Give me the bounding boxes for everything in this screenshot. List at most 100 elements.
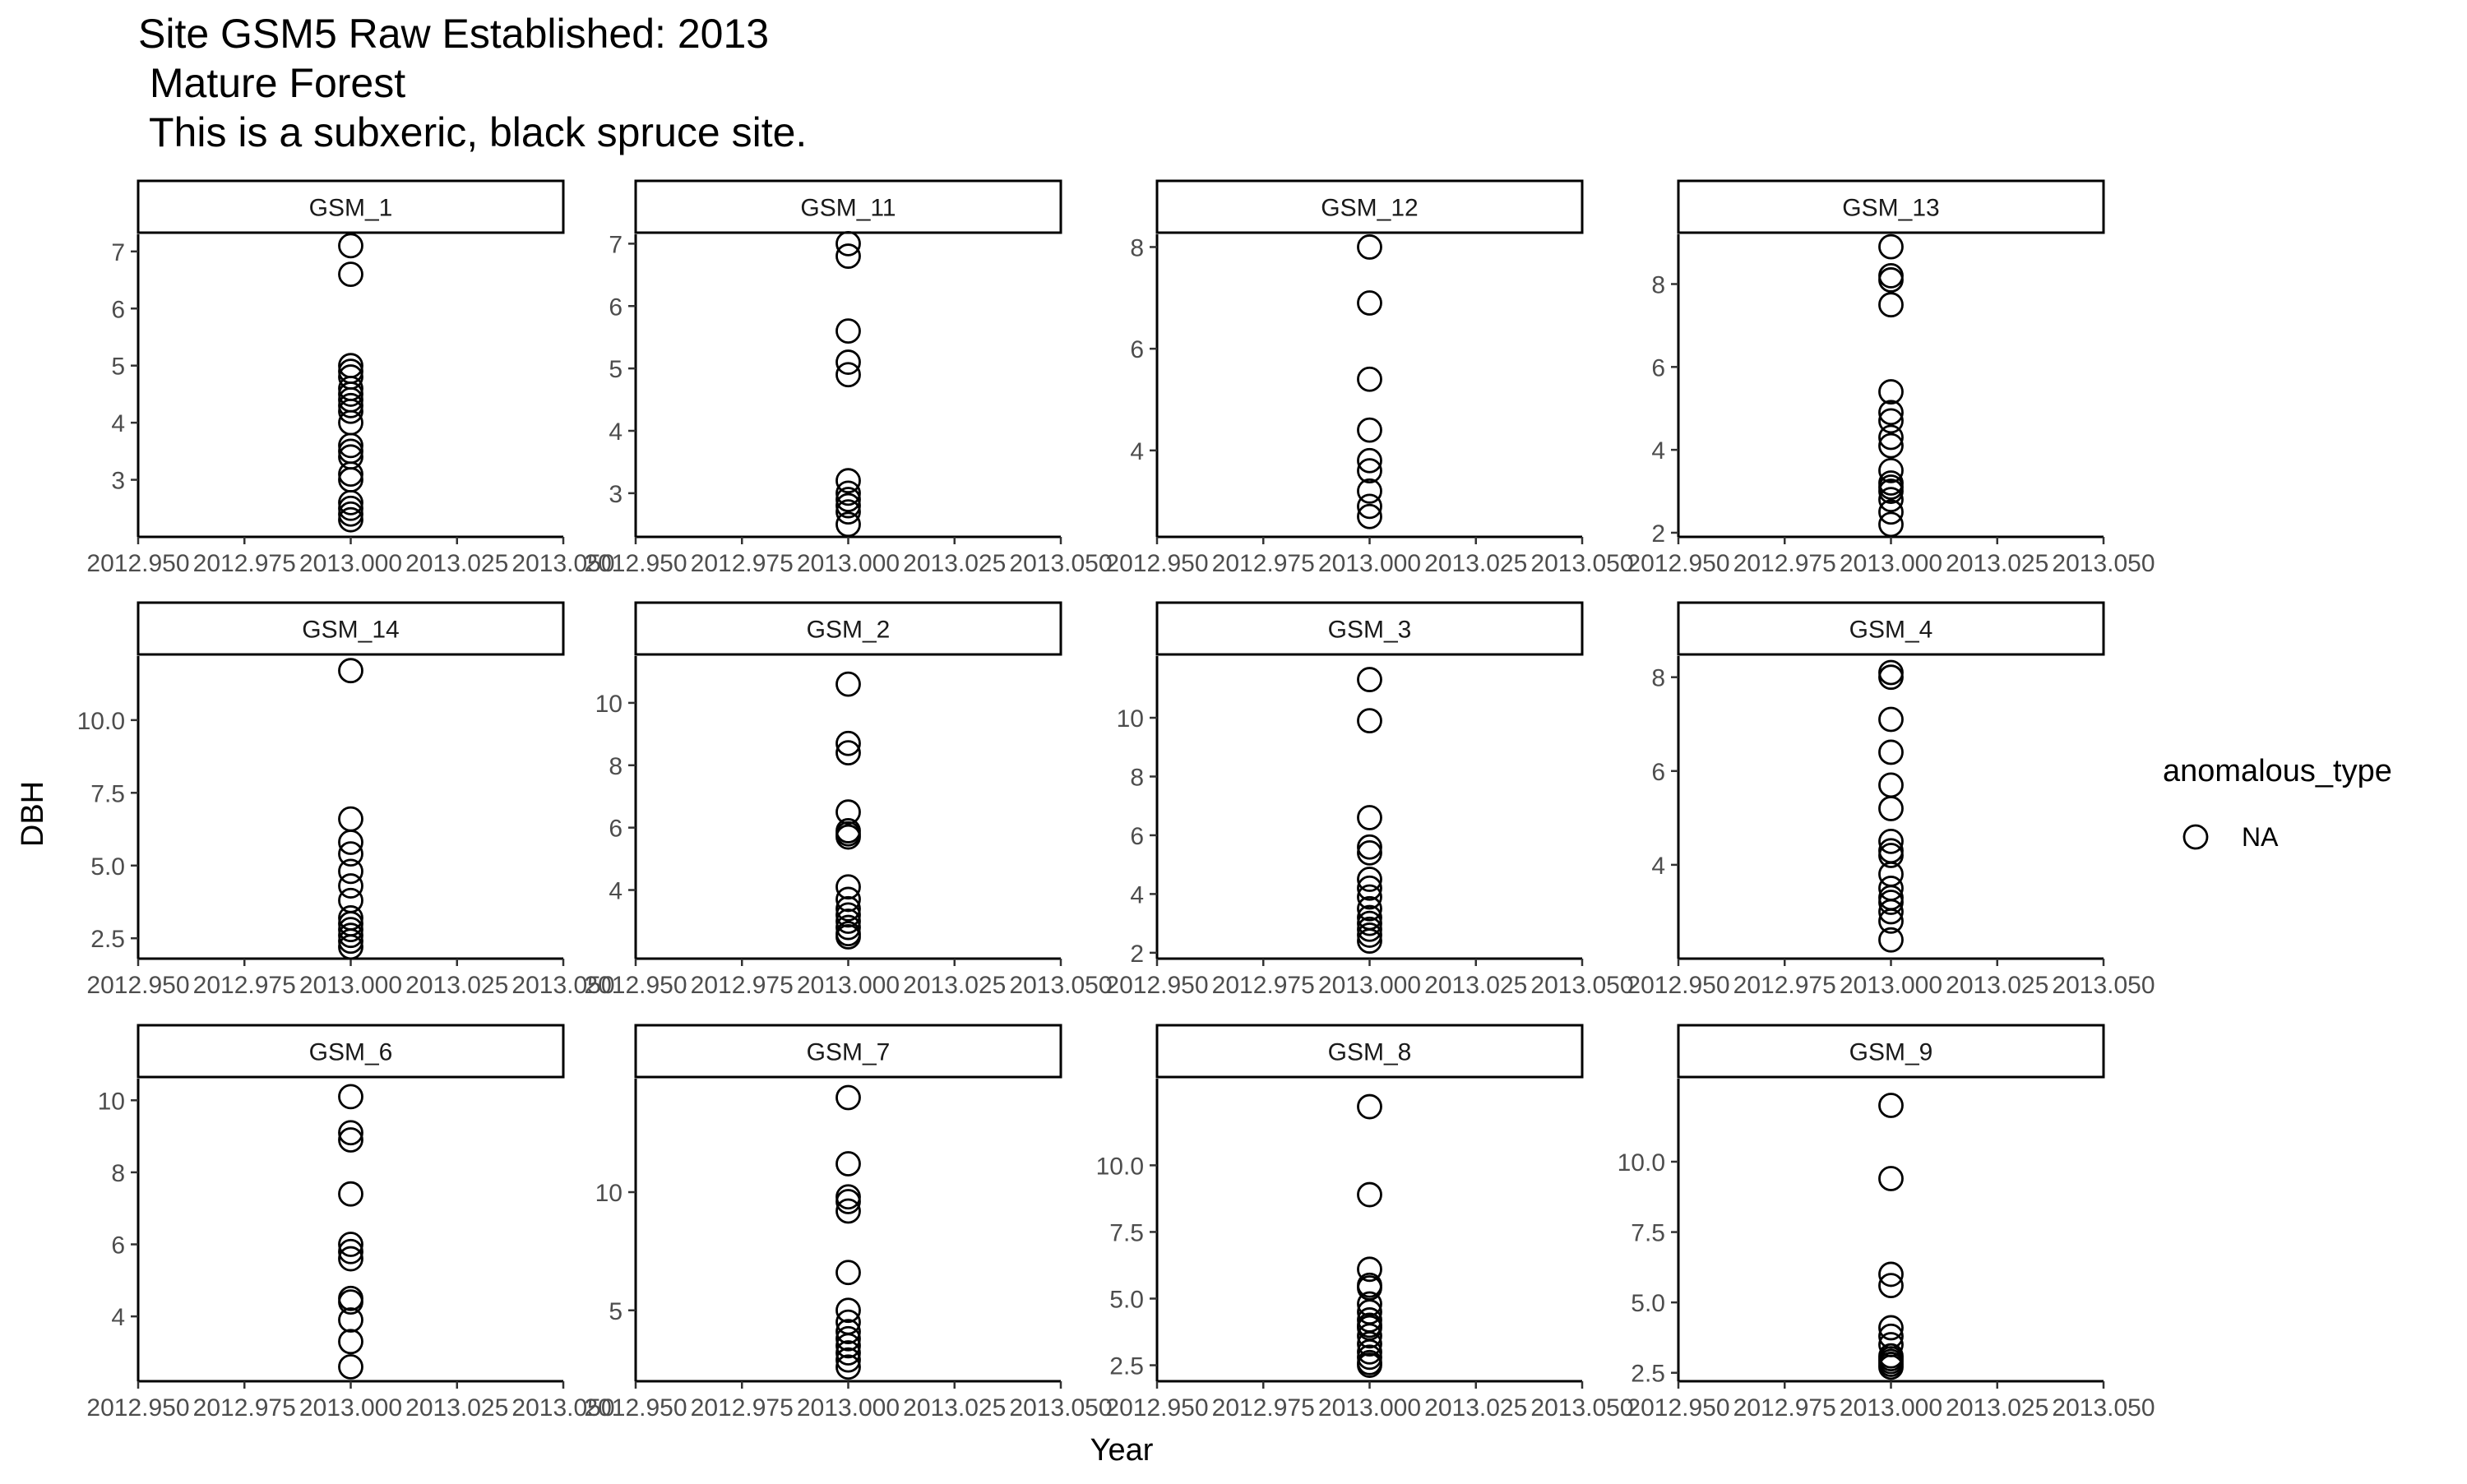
data-point	[1357, 834, 1382, 860]
y-tick-label: 4	[609, 878, 623, 905]
data-point	[1878, 828, 1904, 854]
data-point	[835, 914, 861, 941]
x-axis-label: Year	[1090, 1433, 1154, 1468]
facet-strip-label: GSM_8	[1328, 1039, 1412, 1066]
data-point	[835, 468, 861, 494]
data-point	[1878, 487, 1904, 513]
data-point	[1878, 899, 1904, 925]
data-point	[1878, 1354, 1904, 1380]
facet-strip-label: GSM_13	[1842, 195, 1939, 222]
data-point	[1357, 1331, 1382, 1357]
data-point	[1878, 1093, 1904, 1118]
data-point	[338, 873, 363, 899]
data-point	[338, 1232, 363, 1257]
data-point	[1357, 895, 1382, 922]
y-tick-label: 10.0	[77, 708, 125, 735]
y-tick-label: 2.5	[90, 926, 125, 953]
y-tick-label: 6	[1130, 823, 1144, 850]
x-tick-label: 2012.975	[1733, 550, 1836, 577]
x-tick-label: 2013.025	[405, 1394, 508, 1422]
facet-strip	[1155, 601, 1584, 656]
x-tick-label: 2012.950	[584, 550, 687, 577]
data-point	[1357, 875, 1382, 901]
data-point	[1357, 447, 1382, 474]
x-tick-label: 2012.975	[1733, 972, 1836, 999]
data-point	[338, 467, 363, 492]
y-tick-label: 6	[1651, 354, 1665, 381]
y-tick-label: 6	[1130, 336, 1144, 363]
x-tick-label: 2013.050	[511, 972, 614, 999]
data-point	[1878, 1261, 1904, 1288]
y-tick-label: 4	[1130, 881, 1144, 908]
y-tick-label: 7.5	[1109, 1219, 1144, 1246]
data-point	[1357, 1256, 1382, 1283]
data-point	[835, 924, 861, 950]
data-point	[1878, 233, 1904, 260]
x-tick-label: 2013.000	[299, 1394, 402, 1422]
x-tick-label: 2012.950	[86, 1394, 189, 1422]
data-point	[835, 480, 861, 506]
data-point	[1357, 922, 1382, 948]
data-point	[835, 886, 861, 913]
data-point	[338, 1120, 363, 1146]
data-point	[338, 1329, 363, 1355]
x-tick-label: 2012.950	[1627, 1394, 1729, 1422]
facet-strip	[1155, 1024, 1584, 1079]
x-tick-label: 2013.000	[1318, 972, 1421, 999]
data-point	[1357, 478, 1382, 504]
data-point	[835, 1333, 861, 1359]
data-point	[835, 902, 861, 928]
data-point	[835, 730, 861, 756]
data-point	[338, 381, 363, 407]
y-tick-label: 10	[595, 691, 623, 718]
facet-strip	[634, 601, 1062, 656]
y-tick-label: 4	[1651, 853, 1665, 880]
y-tick-label: 3	[111, 468, 125, 495]
data-point	[835, 1325, 861, 1352]
data-point	[1878, 267, 1904, 293]
x-tick-label: 2013.000	[1840, 1394, 1942, 1422]
data-point	[338, 489, 363, 515]
y-tick-label: 6	[111, 1232, 125, 1260]
x-tick-label: 2012.975	[193, 1394, 296, 1422]
data-point	[1357, 503, 1382, 529]
x-tick-label: 2012.950	[1105, 1394, 1208, 1422]
y-tick-label: 5.0	[1631, 1290, 1665, 1317]
data-point	[1878, 664, 1904, 691]
x-tick-label: 2013.025	[1946, 1394, 2048, 1422]
y-tick-label: 8	[1130, 764, 1144, 791]
data-point	[835, 492, 861, 519]
x-tick-label: 2013.050	[1009, 550, 1112, 577]
data-point	[1878, 927, 1904, 953]
x-tick-label: 2012.950	[1627, 550, 1729, 577]
data-point	[1878, 424, 1904, 451]
facet-strip	[634, 1024, 1062, 1079]
data-point	[338, 495, 363, 521]
data-point	[835, 362, 861, 388]
data-point	[338, 1246, 363, 1272]
x-tick-label: 2013.050	[2052, 1394, 2155, 1422]
data-point	[1878, 499, 1904, 525]
y-tick-label: 4	[111, 1304, 125, 1331]
x-tick-label: 2012.975	[1212, 1394, 1315, 1422]
data-point	[835, 1297, 861, 1324]
data-point	[338, 841, 363, 867]
x-tick-label: 2013.000	[1318, 550, 1421, 577]
y-tick-label: 5.0	[90, 853, 125, 881]
data-point	[338, 1127, 363, 1153]
facet-strip-label: GSM_11	[800, 195, 896, 222]
data-point	[338, 917, 363, 943]
facet-strip	[137, 1024, 565, 1079]
data-point	[1878, 457, 1904, 483]
x-tick-label: 2012.975	[1212, 550, 1315, 577]
data-point	[338, 858, 363, 885]
legend-entries: NA	[2182, 822, 2279, 852]
x-tick-label: 2013.000	[299, 972, 402, 999]
data-point	[1357, 667, 1382, 692]
data-point	[1878, 796, 1904, 821]
x-tick-label: 2013.000	[1840, 550, 1942, 577]
